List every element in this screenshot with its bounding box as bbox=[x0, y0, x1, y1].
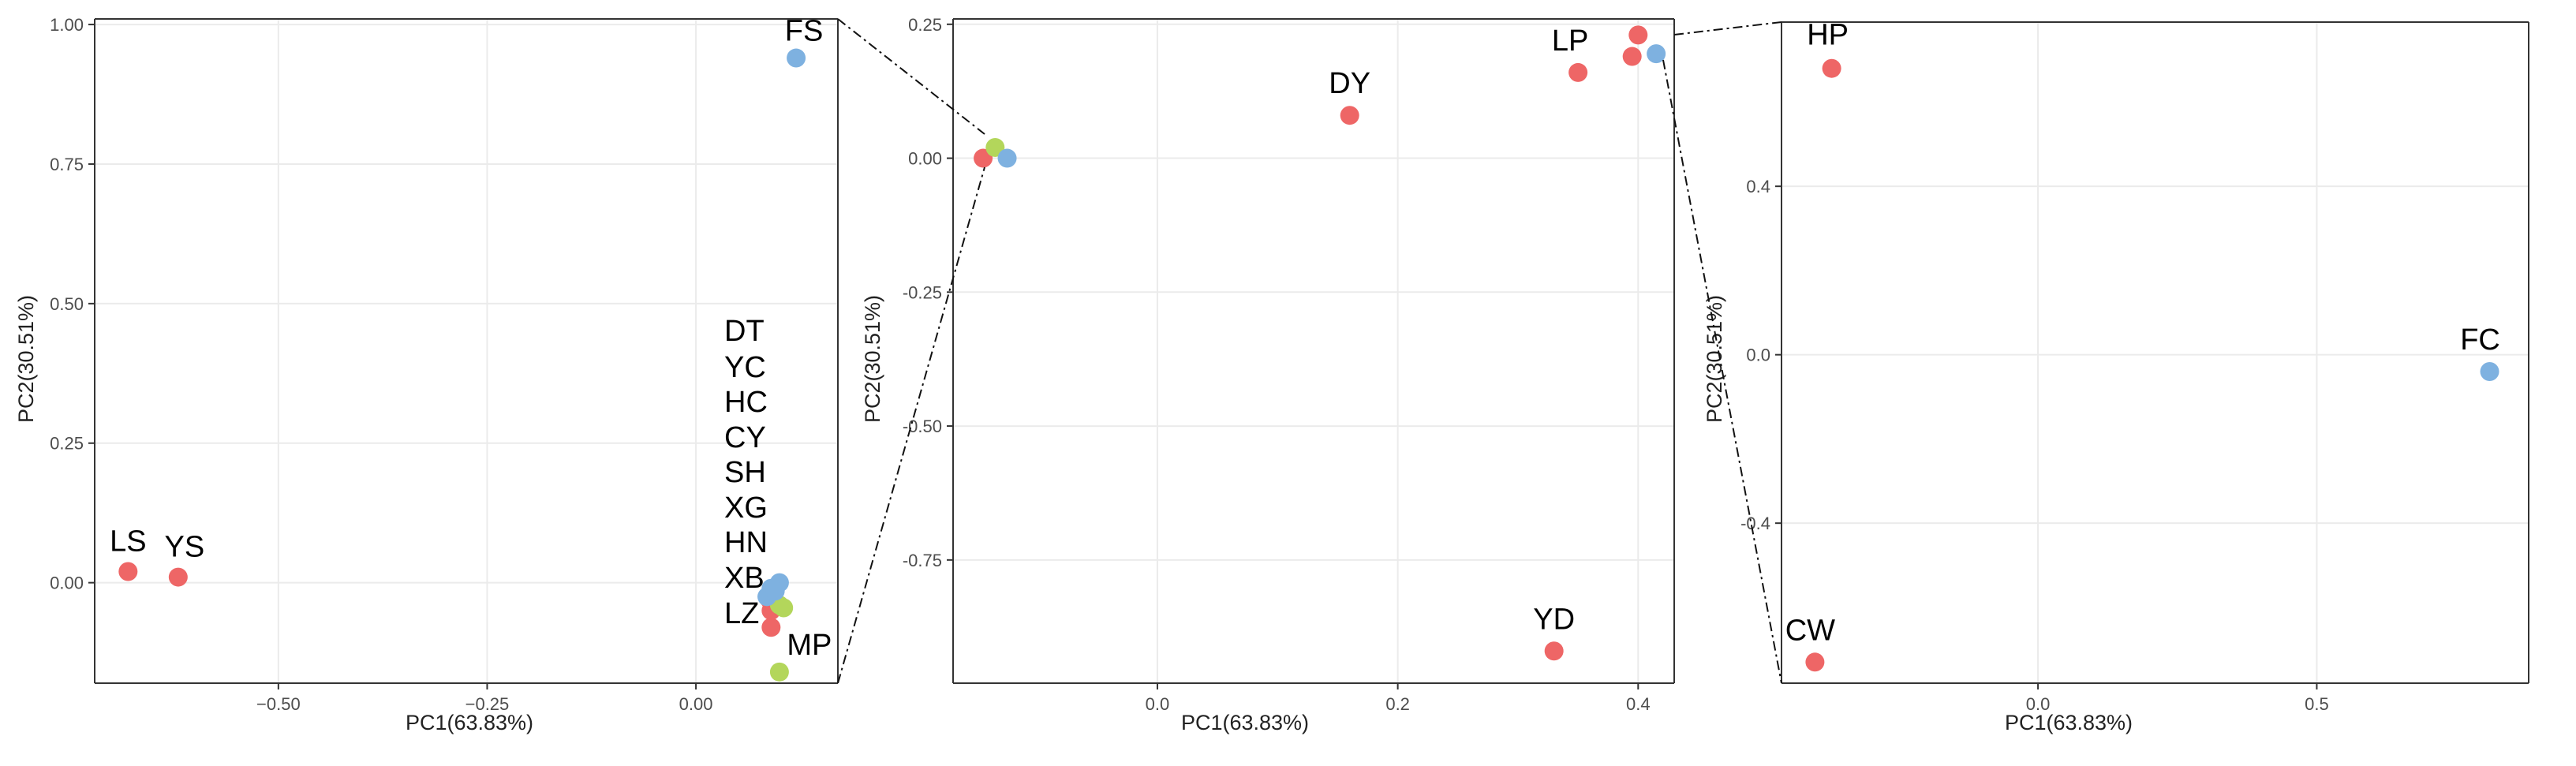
scatter-point bbox=[118, 562, 138, 581]
scatter-point bbox=[1568, 62, 1588, 82]
scatter-point bbox=[1622, 47, 1642, 66]
panel-b-point-labels: DY LP YD bbox=[1329, 24, 1588, 636]
point-label: DY bbox=[1329, 67, 1370, 100]
point-label: LS bbox=[110, 525, 146, 558]
panel-a-grid bbox=[95, 19, 838, 683]
panel-c-y-tick-label: 0.0 bbox=[1746, 346, 1770, 365]
panel-c-y-axis-title: PC2(30.51%) bbox=[1703, 295, 1726, 423]
panel-c-points bbox=[1805, 58, 2499, 672]
zoom-connectors bbox=[837, 18, 1782, 684]
scatter-point bbox=[765, 581, 785, 601]
panel-c-x-tick-label: 0.0 bbox=[2026, 694, 2051, 714]
panel-a: −0.50 −0.25 0.00 0.00 0.25 0.50 0.75 1.00 LS YS F… bbox=[14, 15, 839, 734]
panel-c-y-tick-label: 0.4 bbox=[1746, 177, 1770, 196]
panel-b-x-tick-label: 0.0 bbox=[1146, 694, 1170, 714]
panel-b: 0.0 0.2 0.40.250.00-0.25-0.50-0.75 DYLPYD … bbox=[861, 15, 1675, 734]
scatter-point bbox=[1822, 58, 1841, 78]
cluster-label: XB bbox=[724, 562, 765, 595]
panel-a-point-labels: LS YS FS MP bbox=[110, 15, 832, 662]
panel-b-y-tick-label: 0.00 bbox=[908, 149, 942, 169]
panel-c-grid bbox=[1782, 22, 2529, 683]
scatter-point bbox=[1340, 106, 1359, 125]
cluster-label: YC bbox=[724, 351, 766, 384]
cluster-label: HC bbox=[724, 386, 768, 419]
panel-a-x-tick-label: −0.25 bbox=[465, 694, 510, 714]
point-label: CW bbox=[1785, 614, 1835, 647]
panel-a-y-tick-label: 0.75 bbox=[50, 155, 84, 174]
point-label: FC bbox=[2460, 323, 2500, 357]
panel-a-y-tick-label: 0.50 bbox=[50, 294, 84, 314]
zoom-connector bbox=[1673, 21, 1782, 35]
scatter-point bbox=[168, 567, 188, 587]
scatter-point bbox=[2480, 362, 2499, 382]
panel-b-x-axis-title: PC1(63.83%) bbox=[1181, 711, 1309, 734]
panel-a-x-tick-label: −0.50 bbox=[256, 694, 301, 714]
scatter-point bbox=[1628, 25, 1648, 45]
scatter-point bbox=[774, 598, 794, 618]
panel-b-x-tick-label: 0.2 bbox=[1385, 694, 1410, 714]
cluster-label: SH bbox=[724, 456, 766, 489]
point-label: LP bbox=[1552, 24, 1588, 58]
cluster-label: LZ bbox=[724, 597, 759, 630]
cluster-label: DT bbox=[724, 315, 765, 348]
point-label: FS bbox=[785, 15, 824, 48]
panel-b-y-axis-title: PC2(30.51%) bbox=[861, 295, 884, 423]
scatter-point bbox=[1544, 641, 1564, 661]
scatter-point bbox=[769, 662, 789, 682]
panel-a-y-tick-label: 0.00 bbox=[50, 574, 84, 593]
panel-c-x-tick-label: 0.5 bbox=[2305, 694, 2329, 714]
panel-c-ticks: 0.0 0.5 0.4 0.0 -0.4 bbox=[1740, 21, 2529, 714]
panel-b-ticks: 0.0 0.2 0.40.250.00-0.25-0.50-0.75 bbox=[903, 15, 1675, 714]
panel-a-ticks: −0.50 −0.25 0.00 0.00 0.25 0.50 0.75 1.00 bbox=[50, 15, 839, 714]
cluster-label: HN bbox=[724, 526, 768, 559]
panel-a-x-axis-title: PC1(63.83%) bbox=[406, 711, 533, 734]
scatter-point bbox=[997, 148, 1017, 168]
panel-b-points bbox=[974, 25, 1666, 661]
point-label: YD bbox=[1533, 603, 1575, 636]
panel-c-point-labels: HP FC CW bbox=[1785, 19, 2500, 648]
panel-b-y-tick-label: 0.25 bbox=[908, 15, 942, 35]
point-label: MP bbox=[787, 629, 832, 662]
panel-c-y-tick-label: -0.4 bbox=[1740, 514, 1770, 533]
panel-c: 0.0 0.5 0.4 0.0 -0.4 HP FC CW PC1(63.83%) PC2(… bbox=[1703, 19, 2529, 734]
zoom-connector bbox=[837, 18, 985, 135]
panel-b-x-tick-label: 0.4 bbox=[1626, 694, 1651, 714]
panel-a-y-tick-label: 1.00 bbox=[50, 15, 84, 35]
panel-a-y-axis-title: PC2(30.51%) bbox=[14, 295, 38, 423]
scatter-point bbox=[1647, 44, 1666, 64]
point-label: YS bbox=[164, 531, 204, 564]
panel-b-y-tick-label: -0.25 bbox=[903, 282, 942, 302]
panel-b-y-tick-label: -0.75 bbox=[903, 551, 942, 570]
panel-a-cluster-labels: DT YC HC CY SH XG HN XB LZ bbox=[724, 315, 768, 630]
scatter-point bbox=[1805, 652, 1825, 672]
cluster-label: XG bbox=[724, 491, 768, 525]
panel-a-points bbox=[118, 48, 806, 682]
panel-a-y-tick-label: 0.25 bbox=[50, 434, 84, 454]
scatter-point bbox=[787, 48, 806, 68]
panel-a-x-tick-label: 0.00 bbox=[679, 694, 713, 714]
zoom-connector bbox=[1662, 59, 1782, 684]
panel-c-x-axis-title: PC1(63.83%) bbox=[2005, 711, 2133, 734]
panel-b-grid bbox=[953, 19, 1674, 683]
point-label: HP bbox=[1807, 19, 1849, 52]
scatter-point bbox=[761, 618, 781, 637]
cluster-label: CY bbox=[724, 421, 766, 454]
